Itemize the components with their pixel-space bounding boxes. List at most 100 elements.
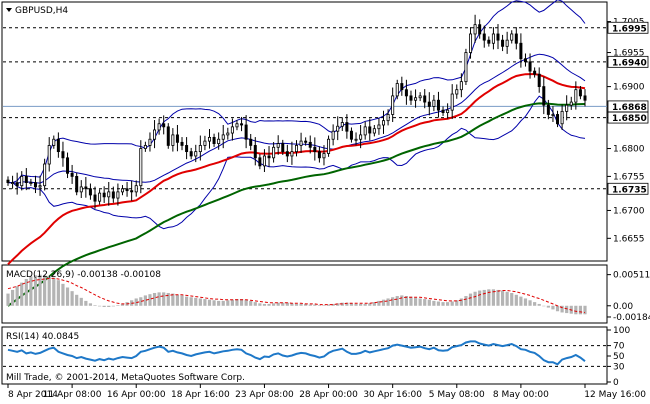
macd-bar bbox=[537, 303, 541, 306]
candle-body bbox=[203, 140, 207, 146]
candle-body bbox=[272, 146, 276, 159]
candle-body bbox=[139, 148, 143, 187]
bollinger-middle-line bbox=[8, 53, 586, 185]
macd-bar bbox=[166, 292, 170, 306]
candle-body bbox=[514, 33, 518, 44]
candle-body bbox=[382, 120, 386, 126]
macd-bar bbox=[533, 302, 537, 306]
price-tick-label: 1.6655 bbox=[613, 234, 645, 244]
macd-bar bbox=[249, 300, 253, 306]
candle-body bbox=[404, 89, 408, 97]
macd-bar bbox=[308, 304, 312, 306]
macd-bar bbox=[349, 303, 354, 306]
macd-bar bbox=[574, 305, 578, 315]
macd-bar bbox=[102, 305, 106, 307]
candle-body bbox=[189, 151, 193, 157]
candle-body bbox=[262, 155, 266, 167]
macd-bar bbox=[423, 299, 427, 306]
macd-bar bbox=[560, 305, 564, 313]
candle-body bbox=[528, 61, 532, 72]
macd-histogram bbox=[6, 274, 587, 315]
horizontal-levels bbox=[3, 27, 607, 190]
candle-body bbox=[47, 145, 51, 165]
macd-bar bbox=[565, 305, 569, 314]
macd-bar bbox=[542, 305, 546, 307]
macd-bar bbox=[29, 276, 33, 306]
macd-bar bbox=[276, 302, 280, 306]
candle-body bbox=[217, 138, 221, 144]
macd-bar bbox=[88, 303, 93, 306]
candle-body bbox=[565, 104, 569, 112]
macd-bar bbox=[578, 305, 583, 315]
candle-body bbox=[116, 191, 120, 199]
candle-body bbox=[560, 110, 564, 125]
macd-bar bbox=[120, 303, 125, 306]
candle-body bbox=[533, 70, 537, 75]
macd-bar bbox=[107, 305, 111, 307]
candle-body bbox=[427, 101, 431, 107]
time-tick-label: 12 May 16:00 bbox=[584, 390, 646, 400]
macd-signal-line bbox=[7, 277, 586, 313]
macd-bar bbox=[230, 299, 234, 306]
candle-body bbox=[578, 89, 582, 97]
candle-body bbox=[436, 99, 440, 111]
candle-body bbox=[482, 33, 486, 41]
level-label: 1.6868 bbox=[612, 103, 647, 113]
macd-bar bbox=[459, 298, 463, 306]
macd-bar bbox=[157, 292, 161, 306]
candle-body bbox=[313, 146, 317, 153]
rsi-tick-label: 0 bbox=[613, 378, 619, 388]
candle-body bbox=[414, 97, 418, 101]
macd-bar bbox=[111, 305, 115, 307]
macd-bar bbox=[313, 304, 317, 306]
macd-bar bbox=[317, 305, 321, 306]
macd-bar bbox=[184, 296, 189, 306]
candle-body bbox=[244, 124, 248, 140]
triangle-down-icon[interactable] bbox=[6, 8, 12, 12]
macd-bar bbox=[47, 275, 51, 306]
macd-bar bbox=[61, 283, 65, 306]
candle-body bbox=[171, 134, 175, 146]
macd-bar bbox=[6, 293, 10, 306]
candle-body bbox=[276, 143, 280, 148]
candle-body bbox=[226, 132, 230, 136]
level-label-box bbox=[607, 100, 649, 113]
candle-body bbox=[33, 182, 37, 188]
candle-body bbox=[166, 126, 170, 146]
candle-body bbox=[294, 145, 298, 153]
macd-bar bbox=[464, 296, 468, 306]
candle-body bbox=[6, 179, 10, 183]
macd-bar bbox=[363, 303, 367, 306]
macd-tick-label: -0.00184 bbox=[613, 313, 650, 323]
candle-body bbox=[212, 136, 216, 144]
macd-bar bbox=[43, 275, 47, 306]
candle-body bbox=[198, 145, 202, 153]
macd-bar bbox=[404, 296, 409, 306]
candle-body bbox=[551, 114, 555, 116]
candle-body bbox=[450, 93, 454, 111]
time-tick-label: 30 Apr 16:00 bbox=[363, 390, 422, 400]
macd-bar bbox=[134, 298, 138, 306]
macd-title: MACD(12,26,9) -0.00138 -0.00108 bbox=[6, 270, 161, 280]
candle-body bbox=[66, 157, 70, 174]
macd-bar bbox=[290, 303, 294, 306]
candle-body bbox=[88, 188, 92, 196]
macd-bar bbox=[148, 294, 152, 306]
rsi-tick-label: 50 bbox=[613, 352, 625, 362]
price-tick-label: 1.6900 bbox=[613, 83, 645, 93]
macd-bar bbox=[194, 297, 198, 306]
candle-body bbox=[441, 109, 445, 114]
macd-bar bbox=[381, 299, 386, 306]
macd-bar bbox=[267, 303, 271, 306]
candle-body bbox=[38, 185, 42, 188]
time-tick-label: 5 May 08:00 bbox=[429, 390, 485, 400]
candle-body bbox=[258, 157, 262, 167]
candle-body bbox=[70, 172, 74, 177]
candle-body bbox=[423, 95, 427, 103]
candle-body bbox=[340, 122, 344, 127]
macd-bar bbox=[93, 305, 97, 306]
candle-body bbox=[469, 33, 473, 53]
macd-bar bbox=[203, 299, 207, 306]
macd-bar bbox=[217, 300, 221, 306]
